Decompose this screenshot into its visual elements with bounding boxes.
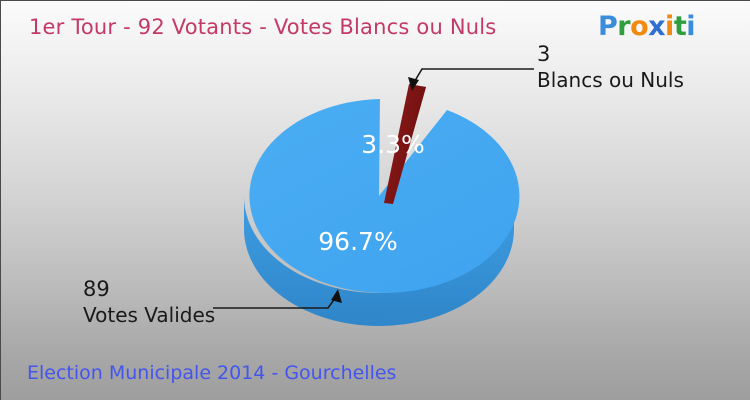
slice-label-blancs: 3.3% [361, 130, 425, 159]
callout-blancs-count: 3 [537, 42, 551, 66]
page-title: 1er Tour - 92 Votants - Votes Blancs ou … [29, 15, 497, 39]
logo-letter-i2: i [686, 11, 695, 42]
callout-valides-count: 89 [83, 277, 110, 301]
pie-slice-valides-side [244, 196, 514, 326]
arrowhead-blancs [408, 77, 419, 91]
logo-letter-o: o [630, 11, 649, 42]
logo-letter-r: r [617, 11, 631, 42]
callout-valides-label: Votes Valides [83, 302, 216, 327]
logo-letter-p: P [597, 11, 618, 42]
footer-caption: Election Municipale 2014 - Gourchelles [27, 362, 397, 384]
proxiti-logo[interactable]: Proxiti [597, 11, 696, 42]
logo-letter-x: x [648, 11, 666, 42]
leader-line-valides [213, 289, 342, 309]
callout-blancs-label: Blancs ou Nuls [537, 67, 684, 92]
pie-slice-blancs [384, 84, 426, 204]
logo-letter-i1: i [665, 11, 674, 42]
pie-slice-blancs-side [384, 86, 426, 204]
leader-line-blancs [408, 68, 534, 91]
callout-blancs-ou-nuls: 3 Blancs ou Nuls [537, 41, 684, 93]
arrowhead-valides [331, 289, 342, 303]
slice-label-valides: 96.7% [318, 227, 397, 256]
logo-letter-t: t [673, 11, 687, 42]
pie-slice-valides [249, 99, 520, 293]
callout-votes-valides: 89 Votes Valides [83, 276, 215, 328]
